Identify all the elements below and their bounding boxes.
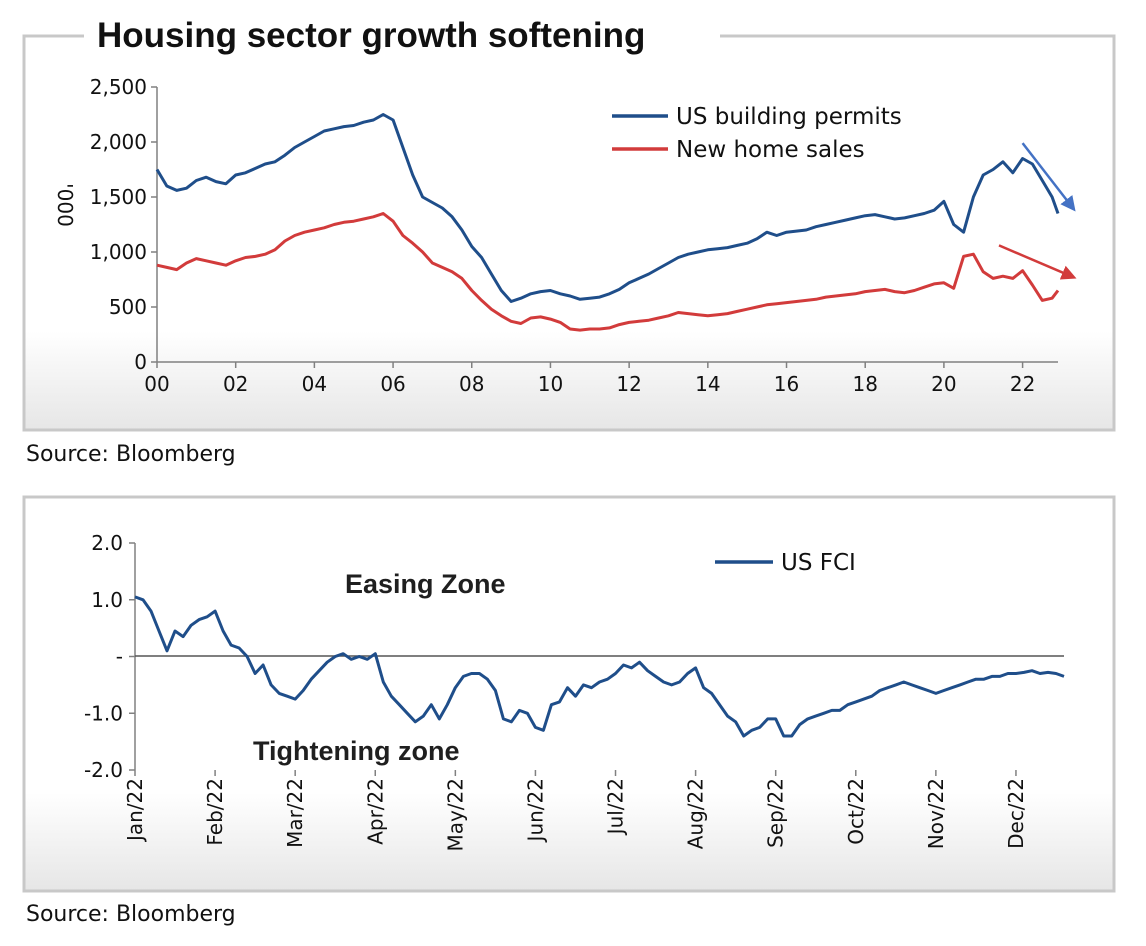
x-tick-label: 06 [380, 372, 405, 396]
x-tick-label: Dec/22 [1004, 778, 1028, 849]
source-note-bottom: Source: Bloomberg [26, 902, 236, 927]
x-tick-label: 08 [459, 372, 484, 396]
x-tick-label: 14 [695, 372, 720, 396]
trend-arrows [998, 142, 1077, 280]
x-tick-label: Nov/22 [924, 778, 948, 849]
series-lines [134, 595, 1065, 738]
fci-chart-frame [22, 495, 1116, 893]
y-tick-label: 2,500 [90, 75, 147, 99]
x-tick-label: 10 [538, 372, 563, 396]
x-tick-label: 02 [223, 372, 248, 396]
x-tick-label: 20 [931, 372, 956, 396]
chart-title: Housing sector growth softening [97, 16, 645, 55]
axes [156, 87, 1058, 363]
y-tick-label: 2,000 [90, 130, 147, 154]
series-lines [155, 113, 1060, 332]
x-tick-label: Aug/22 [684, 778, 708, 849]
fci-line [134, 595, 1065, 738]
sales-trend-arrow [998, 244, 1077, 280]
legend-label-fci: US FCI [781, 550, 856, 576]
y-tick-label: 0 [134, 350, 147, 374]
y-tick-label: -1.0 [84, 701, 123, 725]
permits-trend-arrow [1021, 142, 1076, 212]
x-tick-label: 16 [774, 372, 799, 396]
y-tick-labels: -2.0-1.0-1.02.0 [84, 531, 135, 782]
y-tick-label: 500 [109, 295, 147, 319]
legend-label-sales: New home sales [676, 137, 865, 163]
y-tick-label: 1,500 [90, 185, 147, 209]
housing-chart: Housing sector growth softening '000 0 50… [22, 14, 1116, 432]
x-tick-label: 22 [1010, 372, 1035, 396]
x-tick-label: Jan/22 [123, 778, 147, 843]
x-tick-label: 00 [144, 372, 169, 396]
x-tick-labels: Jan/22 Feb/22 Mar/22 Apr/22 May/22 Jun/22 Jul/… [123, 770, 1028, 852]
sales-line [156, 212, 1060, 332]
x-tick-label: Jul/22 [604, 778, 628, 836]
housing-chart-frame [22, 34, 1116, 432]
legend: US FCI [715, 550, 856, 576]
y-tick-label: - [116, 645, 123, 669]
x-tick-label: Apr/22 [363, 778, 387, 845]
source-note-top: Source: Bloomberg [26, 442, 236, 467]
x-tick-label: 12 [616, 372, 641, 396]
x-tick-label: Jun/22 [523, 778, 547, 843]
legend-label-permits: US building permits [676, 104, 902, 130]
tightening-zone-label: Tightening zone [253, 736, 459, 766]
x-tick-label: Mar/22 [283, 778, 307, 848]
x-tick-label: 04 [302, 372, 327, 396]
y-tick-labels: 0 500 1,000 1,500 2,000 2,500 [90, 75, 157, 374]
x-tick-label: Oct/22 [844, 778, 868, 845]
easing-zone-label: Easing Zone [345, 569, 506, 599]
legend: US building permits New home sales [612, 104, 902, 163]
fci-chart: -2.0-1.0-1.02.0 Jan/22 Feb/22 Mar/22 Apr/22… [22, 495, 1116, 893]
title-background [84, 14, 720, 60]
y-tick-label: 1.0 [91, 588, 123, 612]
x-tick-label: May/22 [443, 778, 467, 852]
x-tick-label: Feb/22 [203, 778, 227, 846]
y-axis-label: '000 [53, 183, 77, 227]
y-tick-label: 2.0 [91, 531, 123, 555]
x-tick-labels: 00 02 04 06 08 10 12 14 16 18 20 22 [144, 362, 1035, 396]
permits-line [155, 113, 1060, 303]
y-tick-label: 1,000 [90, 240, 147, 264]
x-tick-label: Sep/22 [764, 778, 788, 848]
y-tick-label: -2.0 [84, 758, 123, 782]
axes [134, 543, 1064, 770]
x-tick-label: 18 [852, 372, 877, 396]
